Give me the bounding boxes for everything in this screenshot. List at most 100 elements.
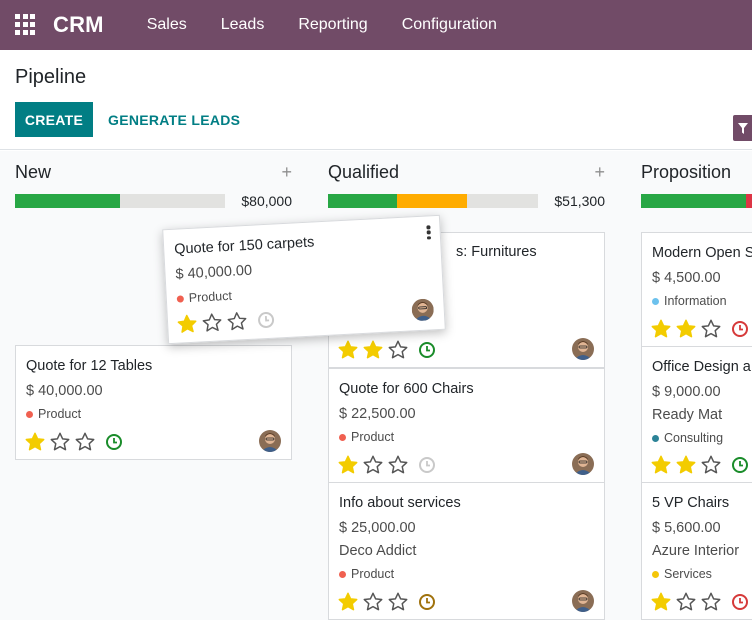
star-empty-icon[interactable] <box>362 454 384 476</box>
card-amount: $ 5,600.00 <box>652 520 721 536</box>
star-filled-icon[interactable] <box>337 591 359 613</box>
card-amount: $ 4,500.00 <box>652 270 721 286</box>
kanban-column: New + $80,000 Quote for 12 Tables $ 40,000.0… <box>15 151 292 620</box>
column-title[interactable]: Proposition <box>641 162 732 182</box>
column-progress-bar[interactable] <box>328 194 538 208</box>
star-empty-icon[interactable] <box>700 591 722 613</box>
activity-clock-icon[interactable] <box>105 433 123 451</box>
lead-card[interactable]: 5 VP Chairs $ 5,600.00 Azure Interior Servi… <box>641 482 752 620</box>
star-filled-icon[interactable] <box>675 454 697 476</box>
avatar-image <box>411 298 435 322</box>
quick-create-icon[interactable]: + <box>281 162 292 182</box>
card-amount: $ 40,000.00 <box>26 383 103 399</box>
column-progress-bar[interactable] <box>15 194 225 208</box>
create-button[interactable]: CREATE <box>15 102 93 137</box>
star-filled-icon[interactable] <box>650 318 672 340</box>
tag-label: Product <box>351 567 395 581</box>
priority-stars <box>650 591 749 613</box>
tag-color-dot <box>652 434 659 442</box>
activity-clock-icon[interactable] <box>731 456 749 474</box>
star-empty-icon[interactable] <box>675 591 697 613</box>
star-filled-icon[interactable] <box>650 454 672 476</box>
avatar[interactable] <box>572 453 594 475</box>
dragged-card[interactable]: Quote for 150 carpets $ 40,000.00 Produc… <box>162 214 446 345</box>
star-filled-icon[interactable] <box>24 431 46 453</box>
activity-clock-icon[interactable] <box>418 341 436 359</box>
star-empty-icon[interactable] <box>362 591 384 613</box>
tag-label: Product <box>351 430 395 444</box>
star-filled-icon[interactable] <box>675 318 697 340</box>
filter-toggle-button[interactable] <box>733 115 752 141</box>
column-title[interactable]: New <box>15 162 52 182</box>
avatar-image <box>572 590 594 612</box>
star-empty-icon[interactable] <box>201 311 224 334</box>
star-empty-icon[interactable] <box>700 318 722 340</box>
card-tag: Services <box>652 567 712 581</box>
card-title: s: Furnitures <box>456 244 537 260</box>
lead-card[interactable]: Quote for 600 Chairs $ 22,500.00 Product <box>328 368 605 483</box>
avatar[interactable] <box>411 298 435 322</box>
tag-color-dot <box>26 410 33 418</box>
kanban-column: Qualified + $51,300 s: Furnitures Quote for … <box>328 151 605 620</box>
card-company: Ready Mat <box>652 407 723 423</box>
lead-card[interactable]: Office Design a $ 9,000.00 Ready Mat Consul… <box>641 346 752 483</box>
nav-reporting[interactable]: Reporting <box>298 16 368 33</box>
priority-stars <box>24 431 123 453</box>
tag-color-dot <box>176 294 185 303</box>
star-empty-icon[interactable] <box>387 339 409 361</box>
progress-segment[interactable] <box>15 194 120 208</box>
activity-clock-icon[interactable] <box>731 593 749 611</box>
tag-label: Services <box>664 567 712 581</box>
card-tag: Product <box>339 567 394 581</box>
avatar[interactable] <box>572 590 594 612</box>
star-empty-icon[interactable] <box>387 591 409 613</box>
progress-segment[interactable] <box>641 194 746 208</box>
star-empty-icon[interactable] <box>226 310 249 333</box>
progress-segment[interactable] <box>397 194 467 208</box>
star-filled-icon[interactable] <box>650 591 672 613</box>
app-name[interactable]: CRM <box>53 12 104 37</box>
lead-card[interactable]: Quote for 12 Tables $ 40,000.00 Product <box>15 345 292 460</box>
progress-segment[interactable] <box>328 194 398 208</box>
tag-label: Consulting <box>664 431 724 445</box>
card-title: Quote for 12 Tables <box>26 358 153 374</box>
avatar[interactable] <box>572 338 594 360</box>
star-empty-icon[interactable] <box>74 431 96 453</box>
activity-clock-icon[interactable] <box>418 593 436 611</box>
apps-menu-icon[interactable] <box>15 14 37 36</box>
star-empty-icon[interactable] <box>387 454 409 476</box>
tag-label: Product <box>38 407 82 421</box>
star-empty-icon[interactable] <box>49 431 71 453</box>
quick-create-icon[interactable]: + <box>594 162 605 182</box>
card-tag: Product <box>26 407 81 421</box>
tag-color-dot <box>652 297 659 305</box>
star-filled-icon[interactable] <box>337 339 359 361</box>
star-filled-icon[interactable] <box>337 454 359 476</box>
page-title: Pipeline <box>15 66 87 88</box>
nav-leads[interactable]: Leads <box>220 16 265 33</box>
card-company: Azure Interior <box>652 543 740 559</box>
lead-card[interactable]: Info about services $ 25,000.00 Deco Addic… <box>328 482 605 620</box>
nav-sales[interactable]: Sales <box>146 16 187 33</box>
lead-card[interactable]: Modern Open S $ 4,500.00 Information <box>641 232 752 347</box>
progress-segment[interactable] <box>746 194 752 208</box>
avatar[interactable] <box>259 430 281 452</box>
star-empty-icon[interactable] <box>700 454 722 476</box>
card-amount: $ 22,500.00 <box>339 406 416 422</box>
activity-clock-icon[interactable] <box>257 311 276 330</box>
column-title[interactable]: Qualified <box>328 162 400 182</box>
star-filled-icon[interactable] <box>176 313 199 336</box>
kanban-column: Proposition Modern Open S $ 4,500.00 Inform… <box>641 151 752 620</box>
card-menu-icon[interactable] <box>426 225 431 240</box>
generate-leads-button[interactable]: GENERATE LEADS <box>108 102 240 137</box>
avatar-image <box>572 338 594 360</box>
column-total: $51,300 <box>554 193 605 209</box>
star-filled-icon[interactable] <box>362 339 384 361</box>
activity-clock-icon[interactable] <box>731 320 749 338</box>
card-title: Quote for 150 carpets <box>173 234 315 258</box>
column-progress-bar[interactable] <box>641 194 752 208</box>
card-tag: Information <box>652 294 727 308</box>
control-panel: Pipeline CREATE GENERATE LEADS <box>0 50 752 178</box>
nav-configuration[interactable]: Configuration <box>401 16 497 33</box>
activity-clock-icon[interactable] <box>418 456 436 474</box>
